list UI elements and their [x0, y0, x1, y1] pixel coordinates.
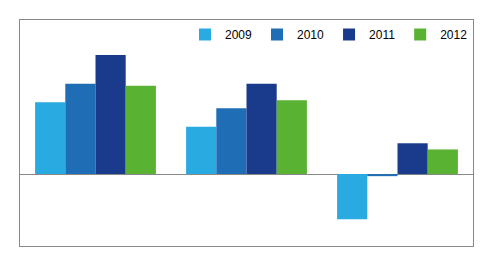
- svg-text:2010: 2010: [297, 28, 324, 42]
- svg-text:2009: 2009: [225, 28, 252, 42]
- svg-text:2011: 2011: [369, 28, 395, 42]
- svg-text:2012: 2012: [440, 28, 467, 42]
